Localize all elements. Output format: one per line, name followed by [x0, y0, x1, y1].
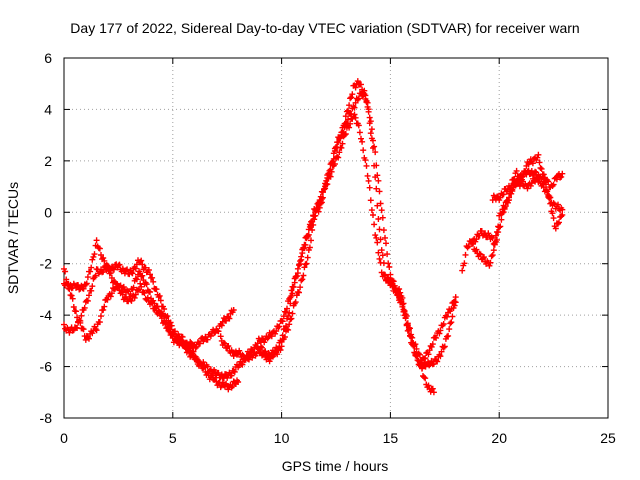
y-axis-label: SDTVAR / TECUs [5, 182, 21, 294]
y-tick-label: 0 [44, 204, 52, 220]
x-axis-label: GPS time / hours [282, 458, 389, 474]
x-tick-label: 5 [169, 430, 177, 446]
y-tick-label: -2 [40, 256, 53, 272]
x-tick-label: 20 [491, 430, 507, 446]
series-track-5 [256, 87, 459, 365]
y-tick-label: -4 [40, 307, 53, 323]
data-marks [61, 78, 566, 396]
y-tick-label: 4 [44, 101, 52, 117]
x-tick-label: 0 [60, 430, 68, 446]
y-tick-labels: -8 -6 -4 -2 0 2 4 6 [40, 50, 53, 426]
plot-frame [63, 57, 609, 419]
axis-ticks [63, 57, 609, 419]
chart-title: Day 177 of 2022, Sidereal Day-to-day VTE… [70, 20, 579, 36]
x-tick-labels: 0 5 10 15 20 25 [60, 430, 616, 446]
y-tick-label: 6 [44, 50, 52, 66]
series-track-8 [489, 151, 566, 232]
x-tick-label: 15 [383, 430, 399, 446]
y-tick-label: -6 [40, 359, 53, 375]
series-markers-track-5 [256, 87, 459, 365]
y-tick-label: 2 [44, 153, 52, 169]
x-tick-label: 25 [600, 430, 616, 446]
x-tick-label: 10 [274, 430, 290, 446]
series-markers-track-8 [489, 151, 566, 232]
y-tick-label: -8 [40, 410, 53, 426]
